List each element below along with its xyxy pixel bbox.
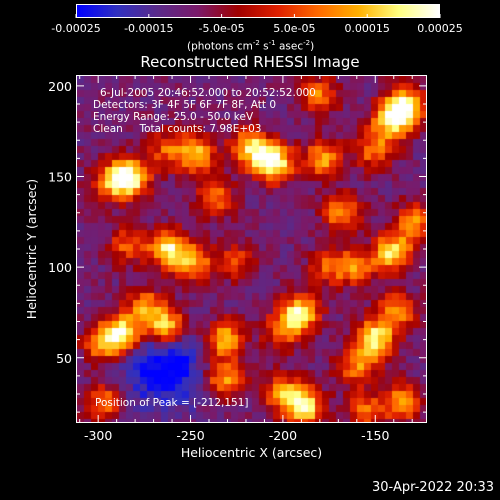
colorbar-tick-label: 5.0e-05 [273, 22, 315, 35]
y-tick-label: 150 [48, 170, 72, 185]
footer-timestamp: 30-Apr-2022 20:33 [372, 480, 494, 495]
colorbar-unit-label: (photons cm-2 s-1 asec-2) [187, 39, 315, 53]
annotation-detectors: Detectors: 3F 4F 5F 6F 7F 8F, Att 0 [93, 99, 277, 111]
colorbar-tick-label: -0.00025 [51, 22, 100, 35]
rhessi-image [77, 76, 426, 422]
annotation-peak: Position of Peak = [-212,151] [95, 397, 249, 409]
x-tick-label: -300 [84, 428, 112, 443]
x-tick-label: -250 [176, 428, 204, 443]
y-axis-label: Heliocentric Y (arcsec) [23, 178, 39, 320]
y-tick-label: 100 [48, 260, 72, 275]
x-tick-label: -150 [361, 428, 389, 443]
colorbar [76, 4, 440, 18]
x-axis-label: Heliocentric X (arcsec) [180, 445, 323, 460]
colorbar-tick-label: 0.00015 [344, 22, 390, 35]
chart-title: Reconstructed RHESSI Image [140, 53, 360, 71]
x-tick-label: -200 [269, 428, 297, 443]
y-tick-label: 200 [48, 79, 72, 94]
colorbar-tick-label: -0.00015 [124, 22, 173, 35]
y-tick-label: 50 [56, 351, 72, 366]
colorbar-tick-label: 0.00025 [417, 22, 463, 35]
colorbar-tick-label: -5.0e-05 [198, 22, 244, 35]
annotation-time: 6-Jul-2005 20:46:52.000 to 20:52:52.000 [100, 87, 316, 99]
annotation-energy: Energy Range: 25.0 - 50.0 keV [93, 111, 254, 123]
annotation-clean: Clean Total counts: 7.98E+03 [93, 123, 262, 135]
